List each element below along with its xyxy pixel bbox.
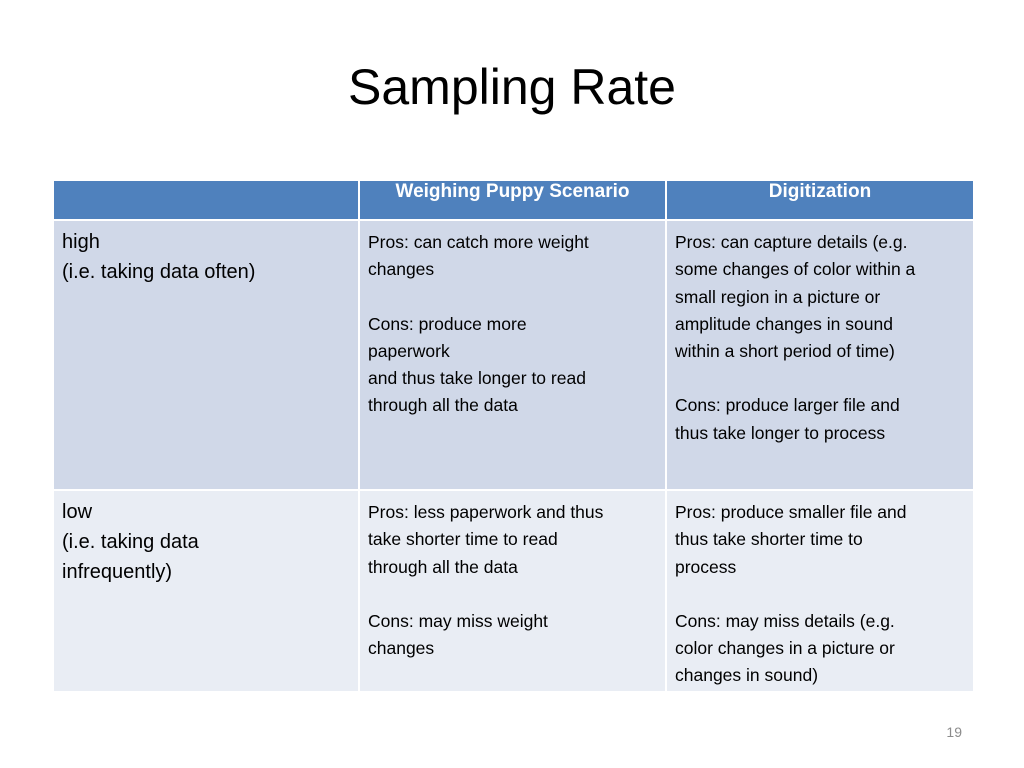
row-label-line: (i.e. taking data bbox=[62, 531, 199, 553]
cell-line: within a short period of time) bbox=[675, 341, 895, 362]
header-digitization: Digitization bbox=[665, 179, 975, 221]
row-label-line: infrequently) bbox=[62, 561, 173, 583]
cell-line: Cons: may miss details (e.g. bbox=[675, 610, 895, 631]
slide-title: Sampling Rate bbox=[348, 59, 676, 115]
header-weighing-puppy-scenario: Weighing Puppy Scenario bbox=[358, 179, 667, 221]
cell-line: through all the data bbox=[368, 556, 518, 577]
cell-line: changes bbox=[368, 259, 435, 280]
cell-line bbox=[675, 365, 965, 392]
cell-line: Cons: produce more bbox=[368, 313, 527, 334]
row-label-line: high bbox=[62, 231, 100, 253]
cell-line: Pros: can catch more weight bbox=[368, 232, 589, 252]
cell-line: and thus take longer to read bbox=[368, 368, 586, 389]
cell-line: changes bbox=[368, 638, 435, 659]
low-digitization-cell: Pros: produce smaller file and thus take… bbox=[665, 489, 975, 693]
row-label-low: low (i.e. taking data infrequently) bbox=[52, 489, 360, 693]
cell-line: Pros: produce smaller file and bbox=[675, 502, 907, 522]
cell-line: Pros: less paperwork and thus bbox=[368, 502, 604, 522]
low-puppy-cell: Pros: less paperwork and thus take short… bbox=[358, 489, 667, 693]
row-label-line: (i.e. taking data often) bbox=[62, 261, 256, 283]
cell-line: Cons: may miss weight bbox=[368, 610, 548, 631]
page-number: 19 bbox=[946, 724, 962, 740]
cell-line: Cons: produce larger file and bbox=[675, 395, 900, 416]
header-empty bbox=[52, 179, 360, 221]
table-header-row: Weighing Puppy Scenario Digitization bbox=[52, 179, 975, 221]
cell-line: through all the data bbox=[368, 395, 518, 416]
high-puppy-cell: Pros: can catch more weight changes Cons… bbox=[358, 219, 667, 491]
comparison-table: Weighing Puppy Scenario Digitization hig… bbox=[52, 179, 975, 693]
cell-line bbox=[368, 284, 657, 311]
cell-line: thus take shorter time to bbox=[675, 529, 863, 550]
row-label-line: low bbox=[62, 501, 93, 523]
cell-line: paperwork bbox=[368, 340, 450, 361]
cell-line bbox=[675, 581, 965, 608]
cell-line: Pros: can capture details (e.g. bbox=[675, 232, 908, 252]
row-label-high: high (i.e. taking data often) bbox=[52, 219, 360, 491]
table-row-high: high (i.e. taking data often) Pros: can … bbox=[52, 219, 975, 491]
cell-line: color changes in a picture or bbox=[675, 638, 895, 659]
high-digitization-cell: Pros: can capture details (e.g. some cha… bbox=[665, 219, 975, 491]
cell-line: process bbox=[675, 556, 737, 577]
cell-line: amplitude changes in sound bbox=[675, 313, 893, 334]
cell-line: some changes of color within a bbox=[675, 259, 916, 280]
cell-line: thus take longer to process bbox=[675, 422, 886, 443]
cell-line: changes in sound) bbox=[675, 665, 819, 686]
cell-line bbox=[368, 581, 657, 608]
cell-line: small region in a picture or bbox=[675, 286, 881, 307]
table-row-low: low (i.e. taking data infrequently) Pros… bbox=[52, 489, 975, 693]
cell-line: take shorter time to read bbox=[368, 529, 558, 550]
